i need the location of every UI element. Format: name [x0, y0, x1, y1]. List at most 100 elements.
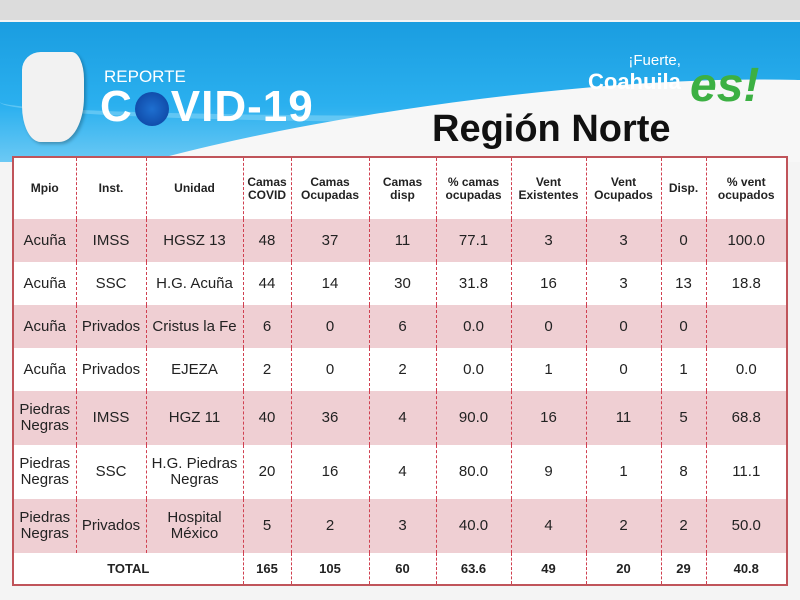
table-cell: Privados: [75, 305, 146, 348]
table-cell: [705, 305, 787, 348]
table-cell: 40.0: [435, 499, 511, 553]
table-cell: Piedras Negras: [13, 391, 76, 445]
column-header: % vent ocupados: [705, 157, 787, 219]
total-cell: 40.8: [705, 553, 787, 585]
table-cell: Hospital México: [145, 499, 243, 553]
table-cell: 50.0: [705, 499, 787, 553]
table-cell: 16: [290, 445, 369, 499]
table-cell: Cristus la Fe: [145, 305, 243, 348]
total-cell: 20: [585, 553, 661, 585]
table-cell: 2: [368, 348, 436, 391]
table-cell: 0: [660, 219, 706, 262]
table-row: Piedras Negras Privados Hospital México 5 2 3…: [13, 499, 787, 553]
table-cell: 80.0: [435, 445, 511, 499]
table-cell: 2: [242, 348, 291, 391]
table-cell: 0.0: [435, 348, 511, 391]
table-cell: 0: [290, 348, 369, 391]
column-header: Unidad: [145, 157, 243, 219]
covid-suffix: VID-19: [170, 82, 314, 131]
column-header: Inst.: [75, 157, 146, 219]
table-cell: 1: [585, 445, 661, 499]
table-cell: IMSS: [75, 219, 146, 262]
table-cell: 3: [585, 219, 661, 262]
table-cell: 0.0: [435, 305, 511, 348]
column-header: Mpio: [30, 181, 59, 195]
table-cell: 0: [585, 348, 661, 391]
table-cell: 8: [660, 445, 706, 499]
table-cell: 1: [510, 348, 586, 391]
column-header: Camas Ocupadas: [290, 157, 369, 219]
coahuila-map-icon: [22, 52, 84, 142]
table-cell: 11: [585, 391, 661, 445]
table-header: Mpio Inst. Unidad Camas COVID Camas Ocupadas…: [13, 157, 787, 219]
table-cell: 37: [290, 219, 369, 262]
table-cell: Acuña: [23, 360, 67, 378]
table-cell: 3: [510, 219, 586, 262]
virus-icon: [134, 92, 169, 127]
table-cell: 6: [368, 305, 436, 348]
total-row: TOTAL 165 105 60 63.6 49 20 29 40.8: [13, 553, 787, 585]
table-cell: Piedras Negras: [13, 499, 76, 553]
table-cell: 68.8: [705, 391, 787, 445]
table-cell: H.G. Piedras Negras: [145, 445, 243, 499]
table-cell: 2: [660, 499, 706, 553]
slogan-line2: Coahuila: [588, 69, 681, 94]
slogan-logo: ¡Fuerte, Coahuila: [588, 52, 681, 95]
table-cell: HGSZ 13: [145, 219, 243, 262]
table-cell: 0: [290, 305, 369, 348]
covid-prefix: C: [100, 82, 133, 131]
table-cell: 20: [242, 445, 291, 499]
table-cell: 6: [242, 305, 291, 348]
slogan-line1: ¡Fuerte,: [628, 52, 681, 69]
covid-title: C VID-19: [100, 82, 314, 132]
table-cell: 0: [660, 305, 706, 348]
table-cell: 44: [242, 262, 291, 305]
table-cell: 3: [368, 499, 436, 553]
total-cell: 165: [242, 553, 291, 585]
table-cell: 11.1: [705, 445, 787, 499]
top-bar: [0, 0, 800, 20]
table-cell: 18.8: [705, 262, 787, 305]
table-cell: 1: [660, 348, 706, 391]
table-cell: Privados: [75, 499, 146, 553]
region-title: Región Norte: [432, 108, 671, 150]
table-row: Acuña SSC H.G. Acuña 44 14 30 31.8 16 3 13 18.8: [13, 262, 787, 305]
table-cell: 0: [510, 305, 586, 348]
table-cell: 2: [290, 499, 369, 553]
table-cell: 16: [510, 262, 586, 305]
table-cell: Acuña: [23, 274, 67, 292]
table-cell: 30: [368, 262, 436, 305]
column-header: Vent Ocupados: [585, 157, 661, 219]
table-cell: 100.0: [705, 219, 787, 262]
table-cell: HGZ 11: [145, 391, 243, 445]
column-header: % camas ocupadas: [435, 157, 511, 219]
table-cell: Piedras Negras: [19, 455, 71, 488]
table-cell: 4: [368, 445, 436, 499]
table-cell: 0.0: [705, 348, 787, 391]
total-cell: 29: [660, 553, 706, 585]
table-cell: 13: [660, 262, 706, 305]
table-row: Acuña Privados Cristus la Fe 6 0 6 0.0 0 0 0: [13, 305, 787, 348]
table-cell: 0: [585, 305, 661, 348]
table-cell: 40: [242, 391, 291, 445]
total-label: TOTAL: [107, 560, 150, 576]
table-cell: 4: [510, 499, 586, 553]
table-cell: 77.1: [435, 219, 511, 262]
total-cell: 49: [510, 553, 586, 585]
hospital-table: Mpio Inst. Unidad Camas COVID Camas Ocupadas…: [12, 156, 788, 586]
table-cell: SSC: [75, 445, 146, 499]
table-cell: 14: [290, 262, 369, 305]
table-cell: 3: [585, 262, 661, 305]
column-header: Disp.: [660, 157, 706, 219]
table-cell: EJEZA: [145, 348, 243, 391]
column-header: Camas COVID: [242, 157, 291, 219]
table-row: Acuña IMSS HGSZ 13 48 37 11 77.1 3 3 0 100.0: [13, 219, 787, 262]
table-cell: 4: [368, 391, 436, 445]
column-header: Vent Existentes: [510, 157, 586, 219]
table-cell: 31.8: [435, 262, 511, 305]
table-cell: 48: [242, 219, 291, 262]
table-cell: 2: [585, 499, 661, 553]
table-cell: Acuña: [13, 219, 76, 262]
table-cell: 36: [290, 391, 369, 445]
table-cell: 5: [242, 499, 291, 553]
